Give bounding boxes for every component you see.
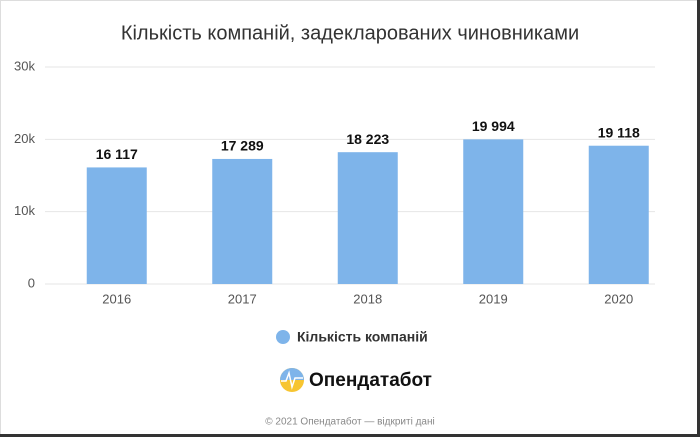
value-label: 19 994	[472, 118, 515, 134]
bar	[212, 158, 273, 284]
x-tick-label: 2019	[479, 291, 508, 306]
y-tick-label: 0	[28, 275, 35, 290]
bar	[86, 167, 147, 284]
footer: © 2021 Опендатабот — відкриті дані	[265, 416, 434, 428]
chart-title: Кількість компаній, задекларованих чинов…	[121, 22, 579, 44]
bar	[588, 145, 649, 284]
x-tick-label: 2016	[102, 291, 131, 306]
y-tick-label: 20k	[14, 131, 35, 146]
x-tick-label: 2020	[604, 291, 633, 306]
logo-icon	[280, 368, 304, 392]
bar	[337, 152, 398, 284]
value-label: 17 289	[221, 138, 264, 154]
value-label: 19 118	[598, 124, 640, 140]
legend-label: Кількість компаній	[297, 329, 428, 345]
x-tick-label: 2018	[353, 291, 382, 306]
value-label: 18 223	[346, 131, 389, 147]
logo-text: Опендатабот	[309, 370, 432, 391]
window-edge	[697, 0, 700, 437]
x-tick-label: 2017	[228, 291, 257, 306]
y-tick-label: 10k	[14, 203, 35, 218]
y-tick-label: 30k	[14, 58, 35, 73]
window-edge	[0, 434, 700, 437]
value-label: 16 117	[96, 146, 138, 162]
legend-marker	[276, 330, 290, 344]
bar	[463, 139, 524, 284]
